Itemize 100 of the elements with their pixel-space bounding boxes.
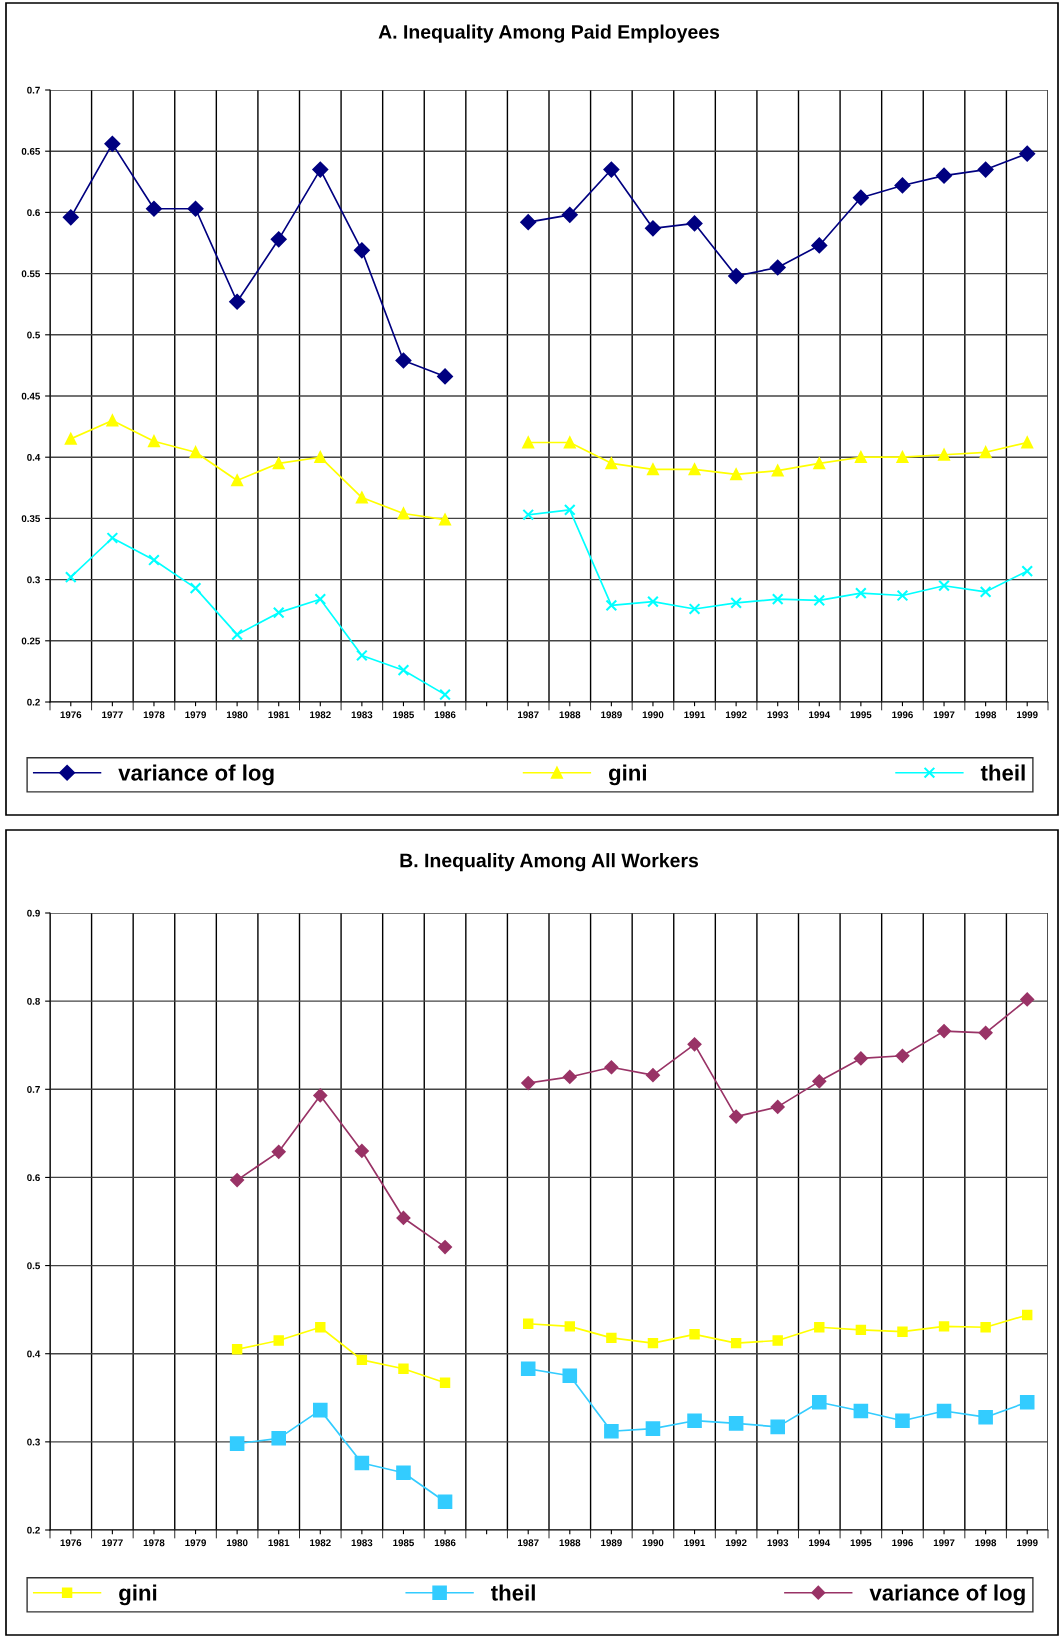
point xyxy=(853,1403,869,1419)
point xyxy=(771,464,784,477)
x-tick-label: 1986 xyxy=(434,711,456,719)
x-tick-label: 1993 xyxy=(767,711,789,719)
point xyxy=(730,1337,742,1349)
point xyxy=(688,603,701,615)
point xyxy=(439,513,451,526)
point xyxy=(605,599,618,612)
point xyxy=(603,161,620,178)
point xyxy=(687,1413,702,1428)
x-tick-label: 1995 xyxy=(850,1539,872,1547)
point xyxy=(689,1329,700,1340)
legend-label: gini xyxy=(608,764,646,786)
x-tick-label: 1979 xyxy=(185,711,206,719)
point xyxy=(811,237,828,254)
x-tick-label: 1999 xyxy=(1017,1539,1038,1547)
point xyxy=(231,1344,243,1355)
x-tick-label: 1983 xyxy=(351,711,373,719)
point xyxy=(1020,992,1035,1007)
x-tick-label: 1988 xyxy=(559,1539,581,1547)
x-tick-label: 1989 xyxy=(601,711,622,719)
point xyxy=(104,135,121,152)
point xyxy=(980,1322,991,1333)
point xyxy=(64,571,77,584)
x-tick-label: 1987 xyxy=(518,711,539,719)
point xyxy=(563,436,576,449)
point xyxy=(936,167,952,184)
x-tick-label: 1985 xyxy=(393,1539,414,1547)
point xyxy=(314,593,327,606)
point xyxy=(437,368,453,385)
x-tick-label: 1996 xyxy=(892,1539,913,1547)
point xyxy=(106,414,119,427)
point xyxy=(852,189,869,206)
y-tick-label: 0.6 xyxy=(27,209,40,217)
y-tick-label: 0.65 xyxy=(21,147,41,155)
chart-title: A. Inequality Among Paid Employees xyxy=(378,24,720,43)
point xyxy=(522,436,535,449)
x-tick-label: 1982 xyxy=(310,711,331,719)
y-tick-label: 0.7 xyxy=(27,86,40,94)
y-tick-label: 0.8 xyxy=(27,997,40,1005)
point xyxy=(106,532,119,544)
point xyxy=(355,649,368,662)
point xyxy=(605,457,618,470)
point xyxy=(771,593,784,606)
point xyxy=(396,1465,411,1480)
point xyxy=(439,688,451,701)
point xyxy=(853,1051,868,1066)
x-tick-label: 1979 xyxy=(185,1539,206,1547)
x-tick-label: 1980 xyxy=(226,711,248,719)
point xyxy=(937,1024,951,1039)
point xyxy=(520,214,537,231)
point xyxy=(979,585,992,598)
y-tick-label: 0.9 xyxy=(27,909,40,917)
point xyxy=(189,446,202,459)
y-tick-label: 0.4 xyxy=(27,1350,41,1358)
point xyxy=(728,268,745,284)
x-tick-label: 1976 xyxy=(60,711,82,719)
point xyxy=(688,463,701,476)
point xyxy=(770,1419,785,1435)
point xyxy=(1021,436,1034,449)
point xyxy=(562,1368,578,1384)
point xyxy=(314,451,327,464)
point xyxy=(354,1144,369,1158)
point xyxy=(938,1321,950,1332)
point xyxy=(896,451,909,464)
y-tick-label: 0.4 xyxy=(27,453,41,461)
point xyxy=(313,1088,328,1103)
point xyxy=(148,435,160,448)
x-tick-label: 1994 xyxy=(809,711,831,719)
point xyxy=(270,231,287,248)
point xyxy=(146,200,162,217)
point xyxy=(897,1326,908,1337)
point xyxy=(979,446,992,459)
x-tick-label: 1982 xyxy=(310,1539,331,1547)
x-tick-label: 1998 xyxy=(975,1539,997,1547)
x-tick-label: 1992 xyxy=(725,1539,747,1547)
x-tick-label: 1996 xyxy=(892,711,913,719)
x-tick-label: 1985 xyxy=(393,711,414,719)
point xyxy=(561,206,578,223)
point xyxy=(604,1423,619,1439)
y-tick-label: 0.3 xyxy=(27,576,40,584)
point xyxy=(148,554,160,566)
x-tick-label: 1981 xyxy=(268,1539,290,1547)
x-tick-label: 1992 xyxy=(725,711,747,719)
x-tick-label: 1990 xyxy=(642,711,664,719)
y-tick-label: 0.6 xyxy=(27,1174,40,1182)
point xyxy=(523,1318,534,1329)
x-tick-label: 1981 xyxy=(268,711,290,719)
point xyxy=(231,628,244,641)
point xyxy=(521,1076,536,1091)
legend-label: variance of log xyxy=(869,1584,1025,1606)
x-tick-label: 1977 xyxy=(102,711,123,719)
point xyxy=(273,1335,284,1346)
legend-label: theil xyxy=(490,1584,535,1601)
point xyxy=(356,1354,368,1366)
x-tick-label: 1986 xyxy=(434,1539,456,1547)
x-tick-label: 1988 xyxy=(559,711,581,719)
x-tick-label: 1980 xyxy=(226,1539,248,1547)
point xyxy=(522,508,535,521)
point xyxy=(438,1240,452,1254)
